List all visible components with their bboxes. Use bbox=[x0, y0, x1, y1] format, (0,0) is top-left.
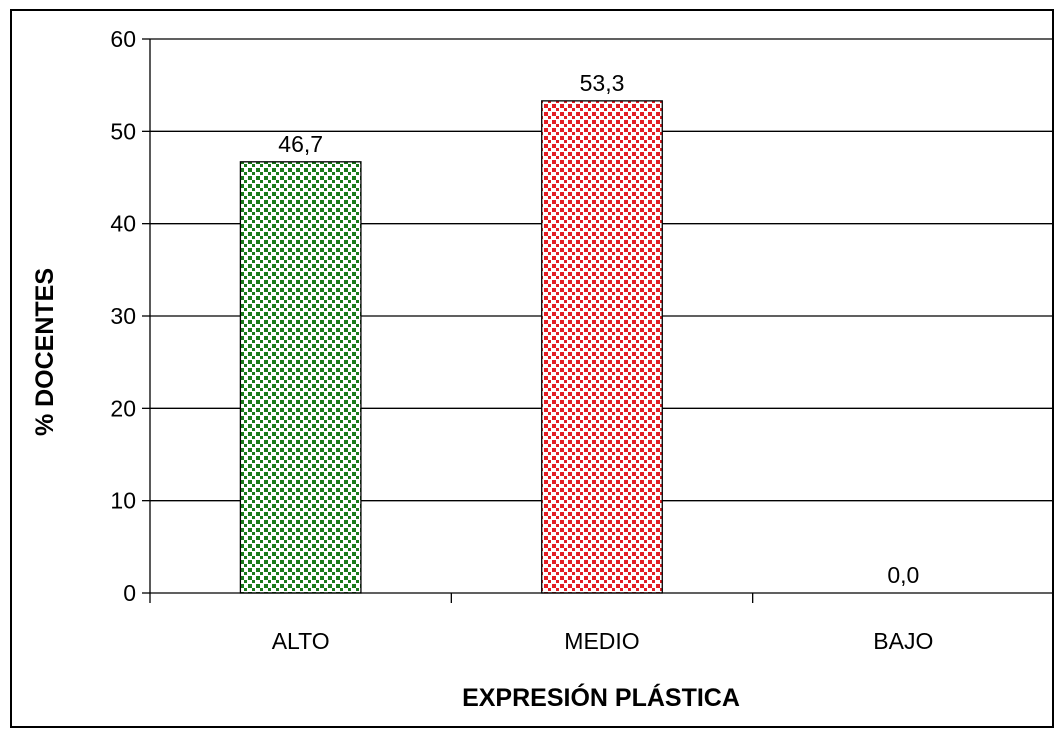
y-tick-label: 40 bbox=[110, 211, 136, 237]
y-tick-label: 50 bbox=[110, 118, 136, 144]
bar-medio bbox=[541, 100, 663, 594]
y-tick-label: 20 bbox=[110, 395, 136, 421]
bars bbox=[239, 100, 663, 594]
chart-frame bbox=[10, 9, 1054, 728]
y-tick-label: 10 bbox=[110, 488, 136, 514]
data-label: 0,0 bbox=[887, 562, 919, 588]
x-tick-label: ALTO bbox=[272, 628, 330, 654]
y-tick-label: 60 bbox=[110, 26, 136, 52]
x-axis-title: EXPRESIÓN PLÁSTICA bbox=[462, 682, 740, 712]
y-tick-label: 30 bbox=[110, 303, 136, 329]
x-tick-label: MEDIO bbox=[564, 628, 639, 654]
bar-alto bbox=[239, 161, 362, 594]
y-tick-label: 0 bbox=[123, 580, 136, 606]
labels: 0 10 20 30 40 50 60 46,7 ALTO 53,3 MEDIO 0,0 BAJO bbox=[110, 26, 933, 654]
axes bbox=[142, 38, 1054, 603]
data-label: 46,7 bbox=[278, 131, 323, 157]
data-label: 53,3 bbox=[580, 70, 625, 96]
y-axis-title: % DOCENTES bbox=[31, 268, 59, 436]
x-tick-label: BAJO bbox=[873, 628, 933, 654]
